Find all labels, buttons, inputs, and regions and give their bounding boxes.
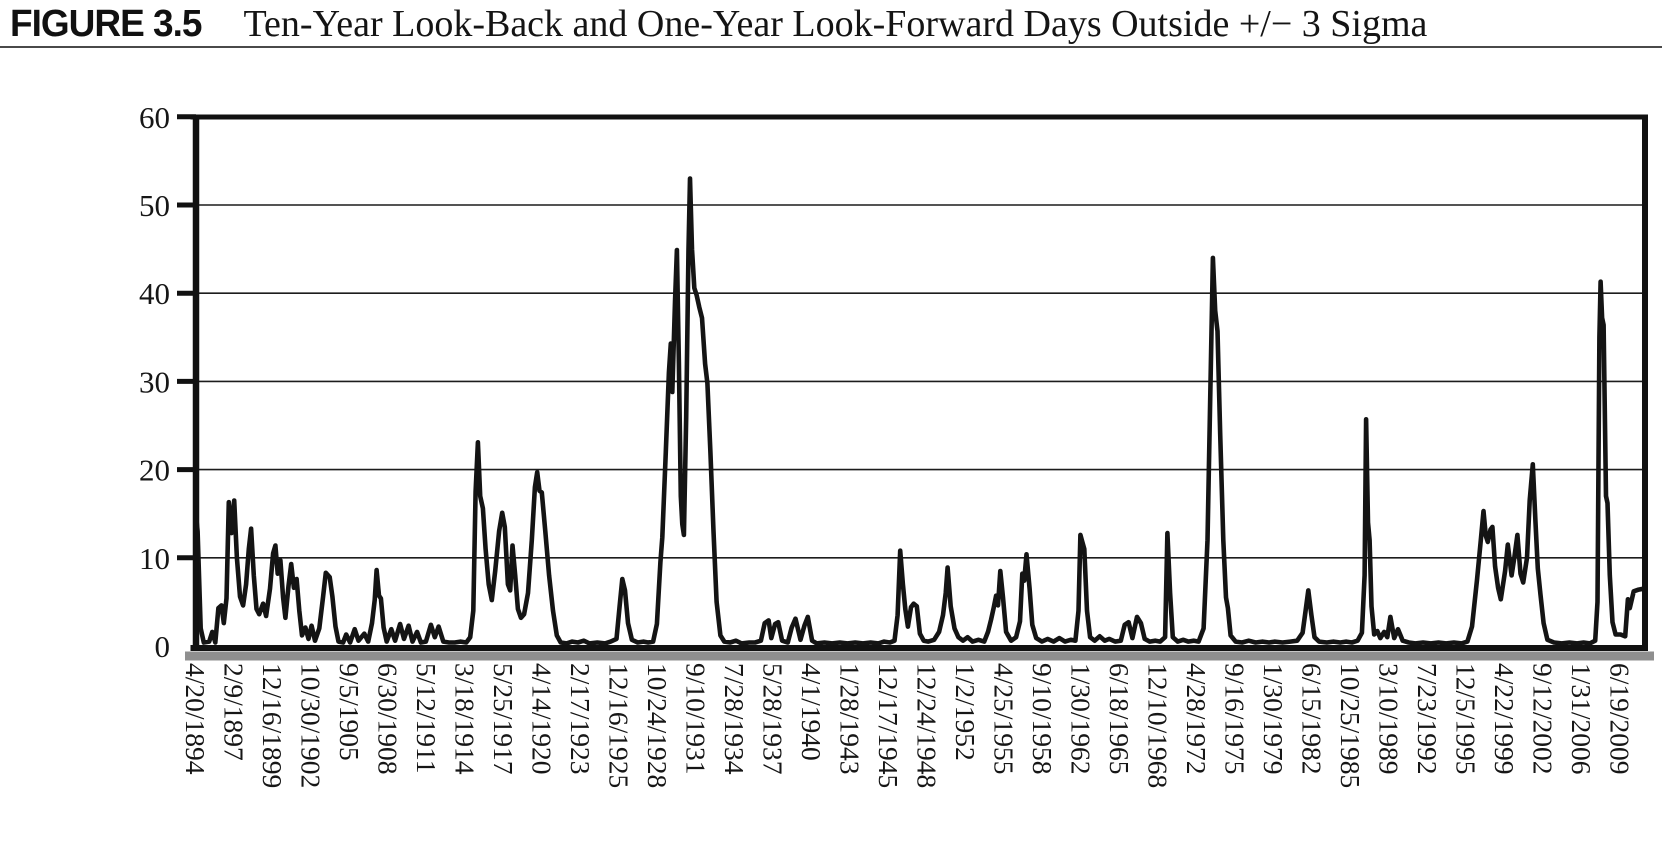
y-tick-label: 60 xyxy=(139,100,170,135)
y-tick-label: 10 xyxy=(139,541,170,576)
x-tick-label: 4/20/1894 xyxy=(180,663,211,775)
x-tick-label: 3/18/1914 xyxy=(450,663,481,775)
x-tick-label: 4/25/1955 xyxy=(989,663,1020,775)
gridlines xyxy=(196,204,1645,559)
x-tick-label: 4/14/1920 xyxy=(527,663,558,775)
x-tick-label: 9/12/2002 xyxy=(1528,663,1559,775)
x-tick-label: 10/25/1985 xyxy=(1335,663,1366,788)
x-axis-tick-labels: 4/20/1894 2/9/1897 12/16/1899 10/30/1902 9/5… xyxy=(180,663,1636,788)
x-tick-label: 12/10/1968 xyxy=(1143,663,1174,788)
x-tick-label: 10/30/1902 xyxy=(296,663,327,788)
x-tick-label: 5/25/1917 xyxy=(488,663,519,775)
y-tick-label: 20 xyxy=(139,453,170,488)
y-tick-label: 30 xyxy=(139,364,170,399)
x-tick-label: 7/23/1992 xyxy=(1412,663,1443,775)
x-tick-label: 7/28/1934 xyxy=(719,663,750,775)
y-tick-label: 40 xyxy=(139,276,170,311)
x-tick-label: 1/30/1962 xyxy=(1066,663,1097,775)
x-tick-label: 6/15/1982 xyxy=(1297,663,1328,775)
x-tick-label: 4/28/1972 xyxy=(1181,663,1212,775)
x-tick-label: 5/12/1911 xyxy=(411,663,442,774)
x-tick-label: 12/16/1899 xyxy=(257,663,288,788)
figure-caption: FIGURE 3.5 Ten-Year Look-Back and One-Ye… xyxy=(10,2,1427,46)
y-axis-ticks: 0 10 20 30 40 50 60 xyxy=(139,100,196,664)
x-tick-label: 1/28/1943 xyxy=(835,663,866,775)
x-tick-label: 6/19/2009 xyxy=(1605,663,1636,775)
x-tick-label: 4/1/1940 xyxy=(796,663,827,761)
figure-label: FIGURE 3.5 xyxy=(10,2,202,45)
x-tick-label: 12/17/1945 xyxy=(873,663,904,788)
caption-rule xyxy=(0,46,1662,48)
x-tick-label: 12/24/1948 xyxy=(912,663,943,788)
x-tick-label: 9/16/1975 xyxy=(1220,663,1251,775)
y-tick-label: 0 xyxy=(155,629,171,664)
x-tick-label: 5/28/1937 xyxy=(758,663,789,775)
plot-frame xyxy=(190,114,1648,651)
x-tick-label: 1/2/1952 xyxy=(950,663,981,761)
x-tick-label: 10/24/1928 xyxy=(642,663,673,788)
x-tick-label: 12/5/1995 xyxy=(1451,663,1482,775)
x-tick-label: 1/30/1979 xyxy=(1258,663,1289,775)
x-tick-label: 2/17/1923 xyxy=(565,663,596,775)
x-tick-label: 2/9/1897 xyxy=(219,663,250,761)
x-tick-label: 6/18/1965 xyxy=(1104,663,1135,775)
x-tick-label: 6/30/1908 xyxy=(373,663,404,775)
x-tick-label: 3/10/1989 xyxy=(1374,663,1405,775)
figure-title: Ten-Year Look-Back and One-Year Look-For… xyxy=(243,3,1428,45)
x-tick-label: 1/31/2006 xyxy=(1566,663,1597,775)
x-tick-label: 9/5/1905 xyxy=(334,663,365,761)
x-tick-label: 9/10/1958 xyxy=(1027,663,1058,775)
x-tick-label: 12/16/1925 xyxy=(604,663,635,788)
y-tick-label: 50 xyxy=(139,188,170,223)
x-tick-label: 9/10/1931 xyxy=(681,663,712,775)
series-line xyxy=(193,176,1646,646)
axis-shadow xyxy=(185,651,1654,661)
x-tick-label: 4/22/1999 xyxy=(1489,663,1520,775)
